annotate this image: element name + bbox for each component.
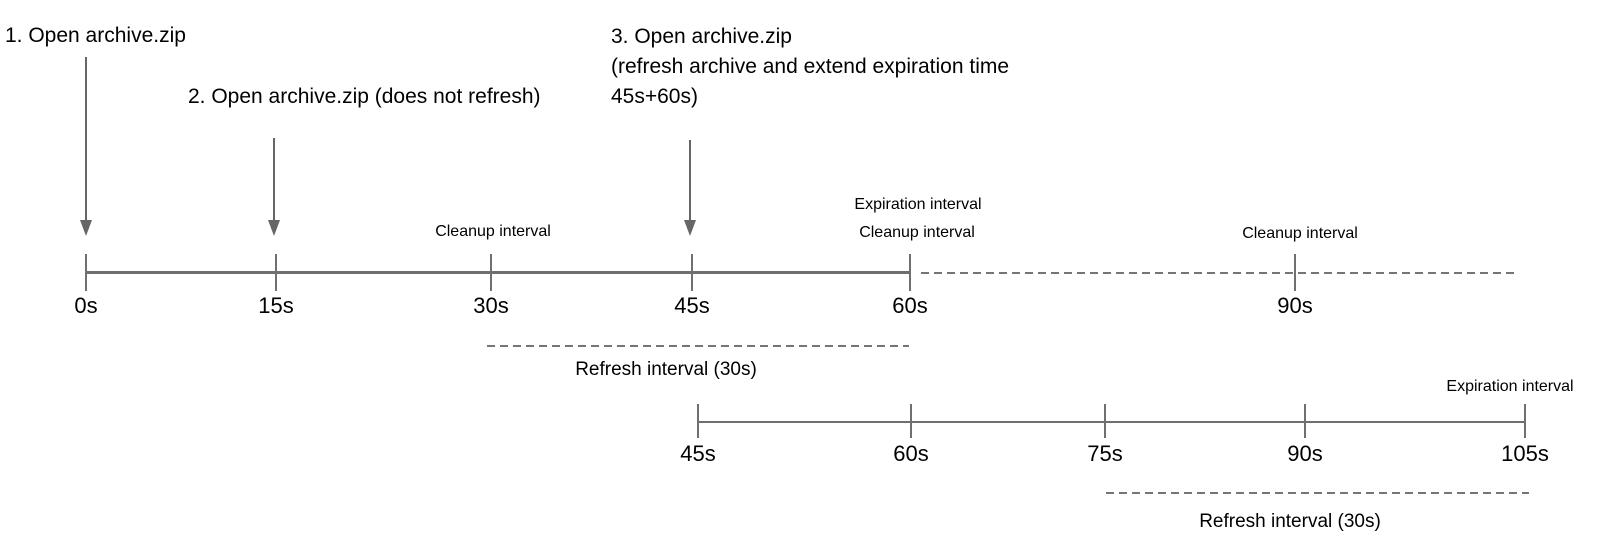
timeline-1-tick-0s: [85, 254, 87, 291]
timeline-2-tick-label-90s: 90s: [1287, 441, 1323, 466]
refresh-interval-1-label: Refresh interval (30s): [575, 359, 757, 380]
timeline-1-dashed-extension: [921, 272, 1515, 274]
timeline-1-line: [86, 271, 910, 274]
timeline-1-tick-90s: [1294, 254, 1296, 291]
timeline-1-tick-label-30s: 30s: [473, 293, 509, 318]
event-3-down-arrow-icon: [684, 220, 696, 236]
expiration-interval-label-60s: Expiration interval: [854, 196, 982, 213]
event-1-arrow-stem: [85, 57, 87, 221]
refresh-interval-2-label: Refresh interval (30s): [1199, 511, 1381, 532]
event-2-label: 2. Open archive.zip (does not refresh): [188, 85, 541, 108]
timeline-1-tick-label-0s: 0s: [74, 293, 98, 318]
event-1-down-arrow-icon: [80, 220, 92, 236]
event-3-arrow-stem: [689, 140, 691, 221]
timeline-2-tick-label-45s: 45s: [680, 441, 716, 466]
event-3-line-2: (refresh archive and extend expiration t…: [611, 55, 1010, 78]
expiration-interval-label-105s: Expiration interval: [1446, 378, 1574, 395]
event-3-line-1: 3. Open archive.zip: [611, 25, 792, 48]
timeline-1-tick-60s: [909, 254, 911, 291]
event-1-label: 1. Open archive.zip: [5, 24, 186, 47]
timeline-2-line: [698, 421, 1525, 423]
timeline-2-tick-label-60s: 60s: [893, 441, 929, 466]
timeline-1-tick-45s: [691, 254, 693, 291]
refresh-interval-2-dashed-line: [1106, 492, 1529, 494]
timeline-1-tick-30s: [490, 254, 492, 291]
timeline-1-tick-label-15s: 15s: [258, 293, 294, 318]
event-2-arrow-stem: [273, 138, 275, 221]
timeline-1-tick-label-45s: 45s: [674, 293, 710, 318]
timeline-2-tick-75s: [1104, 404, 1106, 438]
timeline-1-tick-15s: [275, 254, 277, 291]
timeline-2-tick-90s: [1304, 404, 1306, 438]
cleanup-interval-label-90s: Cleanup interval: [1242, 225, 1358, 242]
timeline-2-tick-label-75s: 75s: [1087, 441, 1123, 466]
timeline-2-tick-105s: [1524, 404, 1526, 438]
event-3-line-3: 45s+60s): [611, 85, 698, 108]
timeline-1-tick-label-90s: 90s: [1277, 293, 1313, 318]
timeline-2-tick-45s: [697, 404, 699, 438]
cleanup-interval-label-30s: Cleanup interval: [435, 223, 551, 240]
cleanup-interval-label-60s: Cleanup interval: [859, 224, 975, 241]
timeline-2-tick-label-105s: 105s: [1501, 441, 1549, 466]
timeline-2-tick-60s: [910, 404, 912, 438]
refresh-interval-1-dashed-line: [487, 345, 909, 347]
timeline-1-tick-label-60s: 60s: [892, 293, 928, 318]
event-3-label: 3. Open archive.zip (refresh archive and…: [611, 22, 1009, 112]
event-2-down-arrow-icon: [268, 220, 280, 236]
